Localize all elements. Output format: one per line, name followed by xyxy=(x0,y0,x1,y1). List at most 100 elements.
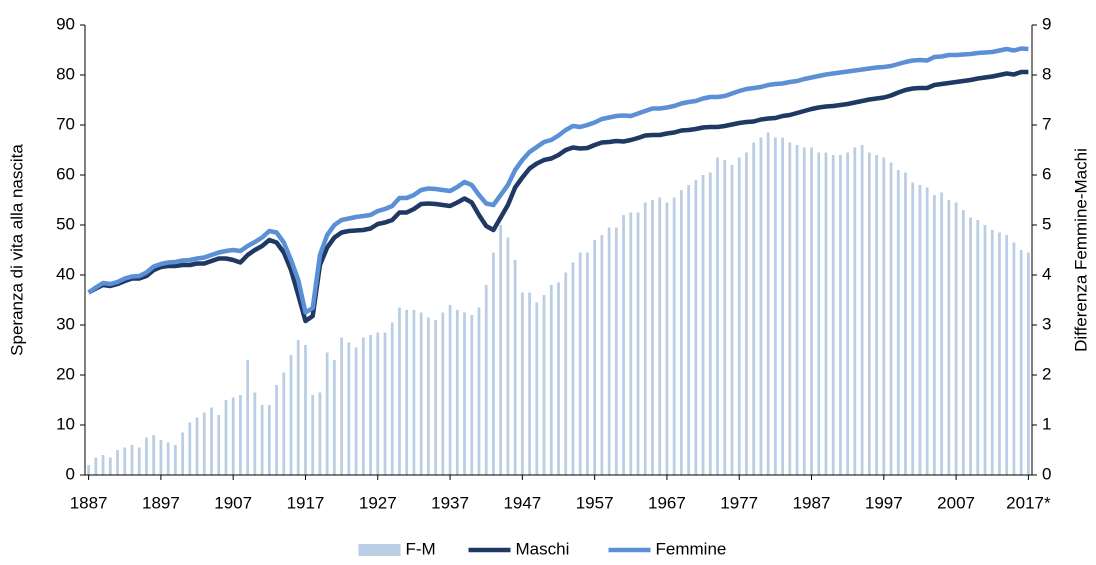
y-tick-label: 90 xyxy=(56,14,75,33)
bar xyxy=(354,347,358,475)
bar xyxy=(723,160,727,475)
y2-tick-label: 3 xyxy=(1042,314,1051,333)
bar xyxy=(846,152,850,475)
bar xyxy=(492,252,495,475)
bar xyxy=(672,197,676,475)
bar xyxy=(434,320,437,475)
bar xyxy=(311,395,315,475)
y2-tick-label: 6 xyxy=(1042,164,1051,183)
bar xyxy=(412,310,416,475)
x-tick-label: 1917 xyxy=(287,493,325,512)
bar xyxy=(781,137,784,475)
bar xyxy=(831,155,835,475)
bar xyxy=(1019,250,1023,475)
bar xyxy=(123,447,127,475)
bar xyxy=(990,230,994,475)
bar xyxy=(766,132,770,475)
bar xyxy=(593,240,597,475)
bar xyxy=(651,200,654,475)
x-tick-label: 2007 xyxy=(937,493,975,512)
bar xyxy=(911,182,915,475)
bar xyxy=(976,220,980,475)
y2-tick-label: 0 xyxy=(1042,464,1051,483)
bar xyxy=(282,372,286,475)
bar xyxy=(1027,252,1030,475)
y2-tick-label: 4 xyxy=(1042,264,1051,283)
bar xyxy=(296,340,300,475)
bar xyxy=(94,457,98,475)
bar xyxy=(477,307,481,475)
bar xyxy=(600,235,604,475)
bar xyxy=(918,185,922,475)
y-tick-label: 0 xyxy=(66,464,75,483)
bar xyxy=(333,360,336,475)
bar xyxy=(716,157,719,475)
bar xyxy=(983,225,987,475)
bar xyxy=(108,457,112,475)
legend-item: F-M xyxy=(358,539,436,558)
bar xyxy=(520,292,524,475)
bar xyxy=(629,212,633,475)
bar xyxy=(658,197,662,475)
y-tick-label: 70 xyxy=(56,114,75,133)
bar xyxy=(195,417,199,475)
y-tick-label: 20 xyxy=(56,364,75,383)
bar xyxy=(181,432,184,475)
bar xyxy=(860,145,864,475)
legend-item: Femmine xyxy=(608,539,726,558)
x-tick-label: 1997 xyxy=(865,493,903,512)
bar xyxy=(188,422,192,475)
bar xyxy=(159,440,163,475)
bar xyxy=(499,225,503,475)
y2-tick-label: 9 xyxy=(1042,14,1051,33)
bar xyxy=(867,152,871,475)
bar xyxy=(802,147,806,475)
bar xyxy=(275,385,278,475)
y-tick-label: 10 xyxy=(56,414,75,433)
bar xyxy=(839,155,842,475)
y-tick-label: 80 xyxy=(56,64,75,83)
bar xyxy=(202,412,206,475)
bar xyxy=(571,262,575,475)
bar xyxy=(954,202,958,475)
bar xyxy=(607,227,611,475)
y2-tick-label: 5 xyxy=(1042,214,1051,233)
bar xyxy=(557,282,560,475)
y-tick-label: 40 xyxy=(56,264,75,283)
bar xyxy=(419,312,423,475)
y-tick-label: 50 xyxy=(56,214,75,233)
y2-tick-label: 8 xyxy=(1042,64,1051,83)
bar xyxy=(427,317,430,475)
x-tick-label: 1977 xyxy=(720,493,758,512)
bar xyxy=(665,202,669,475)
bar xyxy=(810,147,813,475)
bar xyxy=(737,157,741,475)
bar xyxy=(853,147,857,475)
bar xyxy=(361,337,365,475)
bar xyxy=(701,175,705,475)
bar xyxy=(390,322,394,475)
line-series xyxy=(87,69,1029,324)
bar xyxy=(694,180,698,475)
bar xyxy=(130,445,134,475)
bar xyxy=(253,392,257,475)
bar xyxy=(484,285,488,475)
bar xyxy=(325,352,329,475)
bar xyxy=(542,295,546,475)
bar xyxy=(933,195,936,475)
y2-tick-label: 1 xyxy=(1042,414,1051,433)
y2-tick-label: 7 xyxy=(1042,114,1051,133)
bar xyxy=(239,395,242,475)
y2-axis-title: Differenza Femmine-Machi xyxy=(1071,148,1090,352)
bar xyxy=(137,447,141,475)
bar xyxy=(961,210,965,475)
legend-swatch xyxy=(358,544,401,556)
bar xyxy=(470,315,474,475)
bar xyxy=(643,202,647,475)
x-tick-label: 2017* xyxy=(1006,493,1051,512)
bar xyxy=(152,435,156,475)
bar xyxy=(441,312,445,475)
bar xyxy=(231,397,235,475)
bar xyxy=(318,392,322,475)
